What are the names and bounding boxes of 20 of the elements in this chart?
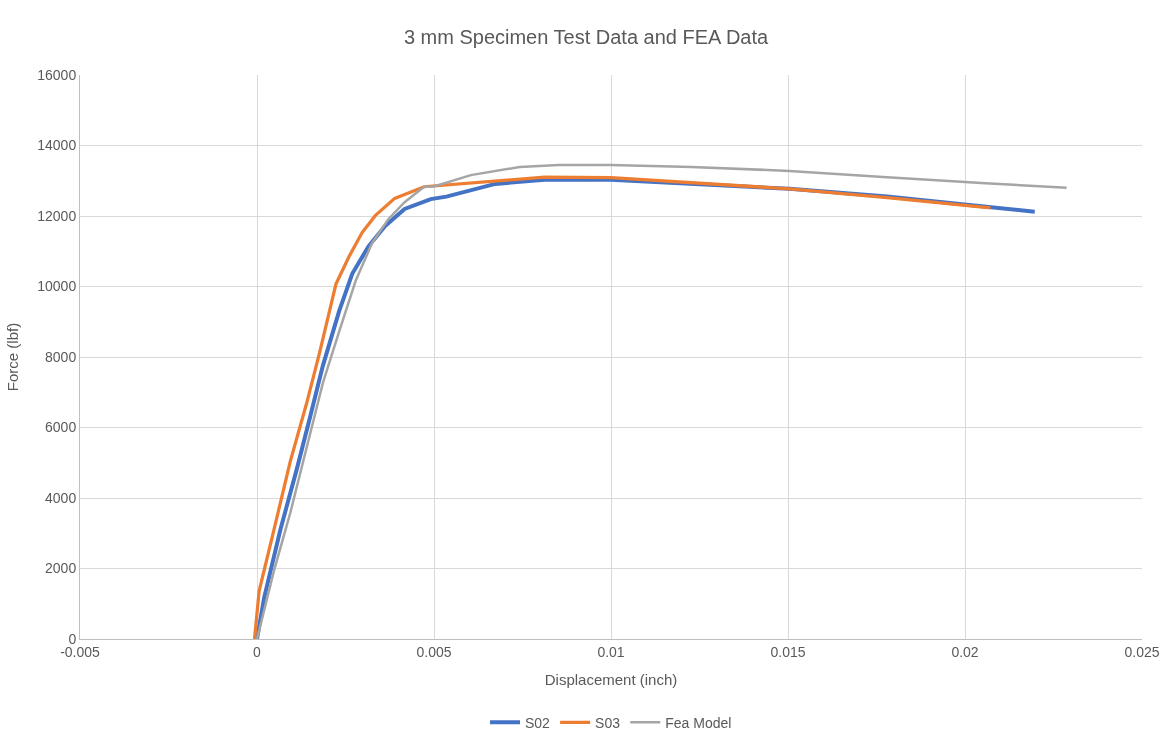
legend-label: S03 xyxy=(595,714,621,731)
y-tick-label: 6000 xyxy=(45,419,77,436)
y-tick-label: 12000 xyxy=(37,207,77,224)
x-tick-label: 0.015 xyxy=(770,643,806,660)
y-tick-label: 14000 xyxy=(37,137,77,154)
y-tick-label: 2000 xyxy=(45,560,77,577)
x-axis-title: Displacement (inch) xyxy=(544,670,678,688)
x-tick-label: 0.02 xyxy=(951,643,979,660)
x-tick-label: 0.01 xyxy=(597,643,625,660)
x-tick-label: 0 xyxy=(253,643,262,660)
chart-title: 3 mm Specimen Test Data and FEA Data xyxy=(403,26,769,49)
legend-label: S02 xyxy=(525,714,551,731)
x-tick-label: 0.005 xyxy=(416,643,452,660)
y-tick-label: 16000 xyxy=(37,66,77,83)
y-tick-label: 4000 xyxy=(45,489,77,506)
y-tick-label: 10000 xyxy=(37,278,77,295)
y-tick-label: 8000 xyxy=(45,348,77,365)
legend-label: Fea Model xyxy=(665,714,732,731)
x-tick-label: 0.025 xyxy=(1124,643,1160,660)
y-axis-title: Force (lbf) xyxy=(3,322,21,392)
